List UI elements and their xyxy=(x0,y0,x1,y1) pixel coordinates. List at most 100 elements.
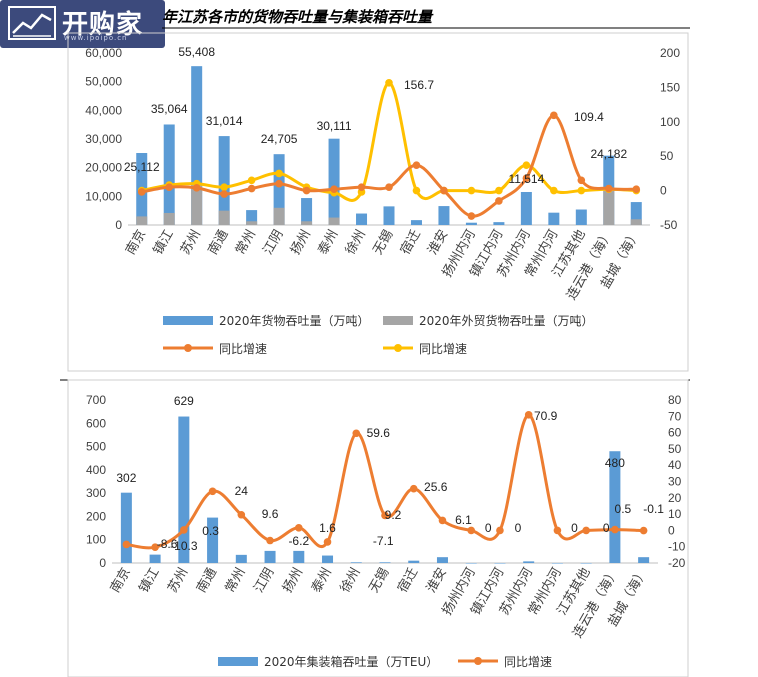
c1-orange-point xyxy=(440,186,448,195)
data-label: 629 xyxy=(174,394,194,408)
c1-right-tick-label: 0 xyxy=(660,184,667,198)
c2-legend-label: 2020年集装箱吞吐量（万TEU） xyxy=(264,654,438,669)
chart2-frame xyxy=(67,379,689,677)
data-label: 156.7 xyxy=(404,78,434,92)
c1-foreign-bar xyxy=(218,210,230,225)
c1-orange-point xyxy=(192,184,201,192)
data-label: 9.6 xyxy=(262,507,279,521)
data-label: -7.1 xyxy=(373,534,394,548)
page-title: 年江苏各市的货物吞吐量与集装箱吞吐量 xyxy=(162,8,433,26)
c1-cargo-bar xyxy=(520,191,532,225)
c1-yellow-point xyxy=(412,186,421,195)
c2-category-label: 常州 xyxy=(223,566,249,596)
data-label: 0 xyxy=(515,521,522,535)
c2-right-tick-label: 80 xyxy=(668,393,682,407)
c1-cargo-bar xyxy=(493,222,505,225)
c2-orange-point xyxy=(237,510,246,519)
c1-foreign-bar xyxy=(163,212,175,225)
data-label: 0 xyxy=(485,521,492,535)
c1-foreign-bar xyxy=(630,219,642,225)
c1-legend-label: 同比增速 xyxy=(219,342,267,356)
c1-cargo-bar xyxy=(548,212,560,225)
c2-right-tick-label: 30 xyxy=(668,475,682,489)
c2-orange-point xyxy=(180,526,188,534)
logo-url: www.ipoipo.cn xyxy=(64,34,128,42)
c2-right-tick-label: 60 xyxy=(668,426,682,440)
c1-legend-label: 2020年外贸货物吞吐量（万吨） xyxy=(419,313,594,328)
c1-cargo-bar xyxy=(246,210,258,225)
c2-container-bar xyxy=(379,562,391,563)
c1-category-label: 泰州 xyxy=(316,228,342,258)
c2-legend-swatch xyxy=(218,657,258,666)
c1-left-tick-label: 60,000 xyxy=(85,46,122,60)
c2-orange-point xyxy=(151,543,159,551)
c1-legend-swatch xyxy=(383,316,413,325)
c1-cargo-bar xyxy=(328,138,340,225)
c1-orange-point xyxy=(330,185,338,194)
c1-yellow-line xyxy=(141,81,637,202)
c1-foreign-bar xyxy=(246,221,258,225)
c1-foreign-bar xyxy=(273,207,285,225)
c1-cargo-bar xyxy=(301,198,313,225)
c2-orange-point xyxy=(639,526,648,535)
c1-cargo-bar xyxy=(575,209,587,225)
c1-orange-point xyxy=(165,183,174,191)
c1-cargo-bar xyxy=(163,124,175,225)
c2-category-label: 宿迁 xyxy=(394,565,421,596)
data-label: 24,705 xyxy=(261,132,298,146)
c1-right-tick-label: 200 xyxy=(660,46,680,60)
c2-left-tick-label: 400 xyxy=(86,463,106,477)
c2-right-tick-label: 50 xyxy=(668,442,682,456)
c2-container-bar xyxy=(551,563,563,564)
c2-category-label: 镇江 xyxy=(137,566,163,596)
c1-cargo-bar xyxy=(465,222,477,225)
data-label: 6.1 xyxy=(455,513,472,527)
c1-cargo-bar xyxy=(356,213,368,225)
chart1-frame xyxy=(67,32,689,372)
data-label: 25.6 xyxy=(424,480,448,494)
c1-cargo-bar xyxy=(630,202,642,225)
c2-orange-point xyxy=(323,538,332,546)
c2-container-bar xyxy=(609,451,621,563)
c1-right-tick-label: 50 xyxy=(660,149,674,163)
c2-container-bar xyxy=(350,562,362,563)
c1-left-tick-label: 30,000 xyxy=(85,132,122,146)
c1-foreign-bar xyxy=(328,217,340,225)
data-label: 1.6 xyxy=(319,521,336,535)
c1-legend-label: 2020年货物吞吐量（万吨） xyxy=(219,313,370,328)
c2-category-label: 南通 xyxy=(193,565,220,596)
c2-right-tick-label: 20 xyxy=(668,491,682,505)
c2-category-label: 江阴 xyxy=(252,566,278,596)
c1-orange-point xyxy=(412,161,421,169)
c1-legend-marker xyxy=(184,344,192,352)
c2-container-bar xyxy=(264,550,276,563)
c2-container-bar xyxy=(408,560,420,563)
c1-left-tick-label: 40,000 xyxy=(85,103,122,117)
c2-container-bar xyxy=(523,561,535,563)
c1-legend-label: 同比增速 xyxy=(419,342,467,356)
c2-left-tick-label: 300 xyxy=(86,486,106,500)
c1-right-tick-label: -50 xyxy=(660,218,678,232)
c1-yellow-point xyxy=(550,186,558,195)
c2-orange-point xyxy=(496,526,504,535)
data-label: 0.5 xyxy=(615,502,632,516)
c2-container-bar xyxy=(638,557,650,563)
c1-orange-point xyxy=(522,174,531,183)
c1-cargo-bar xyxy=(191,66,203,226)
c2-category-label: 无锡 xyxy=(366,566,392,596)
c1-orange-point xyxy=(302,186,311,195)
c2-left-tick-label: 700 xyxy=(86,393,106,407)
c2-container-bar xyxy=(235,554,247,563)
c1-cargo-bar xyxy=(410,220,422,225)
c1-left-tick-label: 0 xyxy=(115,218,122,232)
c1-foreign-bar xyxy=(603,189,615,225)
c2-orange-point xyxy=(467,526,476,535)
c1-orange-point xyxy=(604,184,613,193)
data-label: 0 xyxy=(571,521,578,535)
container-throughput-chart: 0100200300400500600700-20-10010203040506… xyxy=(67,379,689,677)
c2-orange-point xyxy=(553,526,562,535)
c2-orange-point xyxy=(438,516,447,525)
c1-cargo-bar xyxy=(383,206,395,225)
c1-category-label: 江阴 xyxy=(261,228,287,258)
c2-container-bar xyxy=(178,416,190,563)
